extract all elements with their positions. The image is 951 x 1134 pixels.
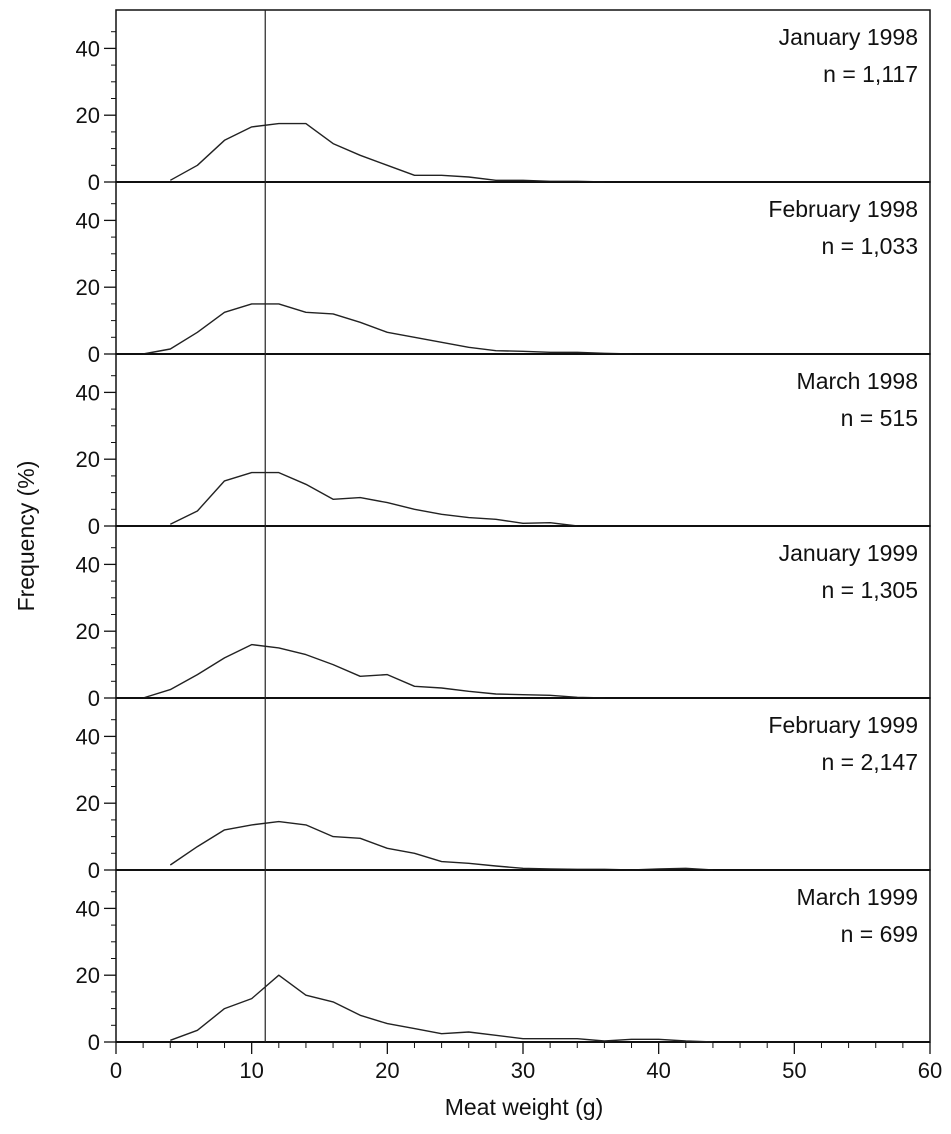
panel-title: March 1998 bbox=[797, 368, 918, 394]
y-axis: 0 20 40 0 20 40 0 20 40 0 20 40 0 20 40 0 20 40 bbox=[76, 31, 116, 1055]
panel-4: January 1999 n = 1,305 bbox=[115, 525, 931, 699]
y-tick-label: 20 bbox=[76, 963, 100, 988]
panel-6: March 1999 n = 699 bbox=[115, 869, 931, 1043]
frequency-series-line bbox=[142, 303, 632, 355]
panel-sample-size: n = 1,033 bbox=[821, 233, 918, 259]
y-tick-label: 40 bbox=[76, 380, 100, 405]
x-axis-title: Meat weight (g) bbox=[445, 1094, 604, 1120]
panel-sample-size: n = 2,147 bbox=[821, 749, 918, 775]
y-tick-label: 20 bbox=[76, 619, 100, 644]
y-tick-label: 40 bbox=[76, 724, 100, 749]
y-tick-label: 0 bbox=[88, 514, 100, 539]
y-tick-label: 20 bbox=[76, 275, 100, 300]
frequency-series-line bbox=[169, 820, 713, 871]
frequency-series-line bbox=[169, 471, 578, 527]
panel-sample-size: n = 1,117 bbox=[823, 61, 918, 87]
panel-title: January 1998 bbox=[779, 24, 918, 50]
panel-sample-size: n = 1,305 bbox=[821, 577, 918, 603]
y-tick-label: 40 bbox=[76, 36, 100, 61]
x-tick-label: 10 bbox=[239, 1058, 263, 1083]
frequency-series-line bbox=[170, 974, 713, 1043]
panel-sample-size: n = 515 bbox=[841, 405, 918, 431]
x-axis: 0 10 20 30 40 50 60 bbox=[110, 1042, 942, 1083]
x-tick-label: 60 bbox=[918, 1058, 942, 1083]
y-tick-label: 0 bbox=[88, 170, 100, 195]
y-tick-label: 0 bbox=[88, 342, 100, 367]
y-tick-label: 0 bbox=[88, 686, 100, 711]
frequency-series-line bbox=[169, 122, 605, 183]
x-tick-label: 0 bbox=[110, 1058, 122, 1083]
x-tick-label: 30 bbox=[511, 1058, 535, 1083]
y-tick-label: 0 bbox=[88, 1030, 100, 1055]
y-axis-title: Frequency (%) bbox=[13, 461, 39, 612]
x-tick-label: 40 bbox=[646, 1058, 670, 1083]
panel-3: March 1998 n = 515 bbox=[115, 353, 931, 527]
frequency-series-line bbox=[142, 643, 605, 699]
panel-title: February 1999 bbox=[768, 712, 918, 738]
y-tick-label: 40 bbox=[76, 552, 100, 577]
x-tick-label: 50 bbox=[782, 1058, 806, 1083]
x-tick-label: 20 bbox=[375, 1058, 399, 1083]
panels-group: January 1998 n = 1,117 February 1998 n = 1,… bbox=[115, 9, 931, 1043]
panel-5: February 1999 n = 2,147 bbox=[115, 697, 931, 871]
panel-1: January 1998 n = 1,117 bbox=[115, 9, 931, 183]
y-tick-label: 20 bbox=[76, 791, 100, 816]
panel-2: February 1998 n = 1,033 bbox=[115, 181, 931, 355]
y-tick-label: 40 bbox=[76, 208, 100, 233]
panel-title: February 1998 bbox=[768, 196, 918, 222]
panel-sample-size: n = 699 bbox=[841, 921, 918, 947]
panel-title: March 1999 bbox=[797, 884, 918, 910]
y-tick-label: 0 bbox=[88, 858, 100, 883]
y-tick-label: 20 bbox=[76, 447, 100, 472]
panel-title: January 1999 bbox=[779, 540, 918, 566]
y-tick-label: 20 bbox=[76, 103, 100, 128]
y-tick-label: 40 bbox=[76, 896, 100, 921]
